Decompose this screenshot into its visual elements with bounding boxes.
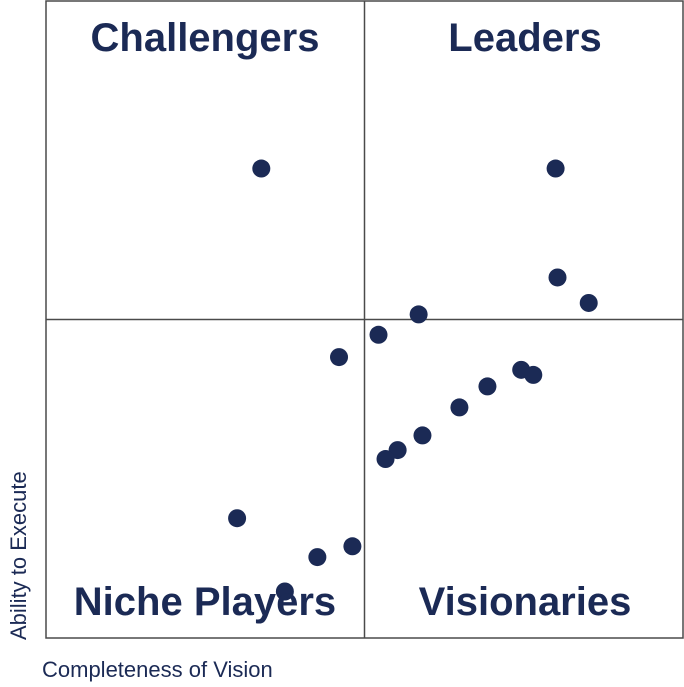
x-axis-label: Completeness of Vision (42, 657, 273, 682)
data-point-18 (275, 582, 294, 601)
data-point-4 (579, 293, 598, 312)
data-point-5 (409, 305, 428, 324)
quadrant-label-bottom-right: Visionaries (419, 580, 632, 624)
data-point-12 (413, 426, 432, 445)
quadrant-label-top-left: Challengers (91, 16, 320, 60)
data-point-17 (308, 548, 327, 567)
data-point-15 (228, 509, 247, 528)
data-point-2 (546, 159, 565, 178)
quadrant-label-bottom-left: Niche Players (74, 580, 336, 624)
data-point-1 (252, 159, 271, 178)
data-point-7 (330, 348, 349, 367)
data-point-6 (369, 325, 388, 344)
quadrant-frame (45, 0, 684, 639)
quadrant-label-top-right: Leaders (448, 16, 601, 60)
data-point-10 (478, 377, 497, 396)
data-point-16 (343, 537, 362, 556)
data-point-14 (376, 450, 395, 469)
data-point-11 (450, 398, 469, 417)
data-point-3 (548, 268, 567, 287)
data-point-9 (524, 365, 543, 384)
y-axis-label: Ability to Execute (6, 471, 31, 640)
scatter-points (228, 159, 598, 601)
